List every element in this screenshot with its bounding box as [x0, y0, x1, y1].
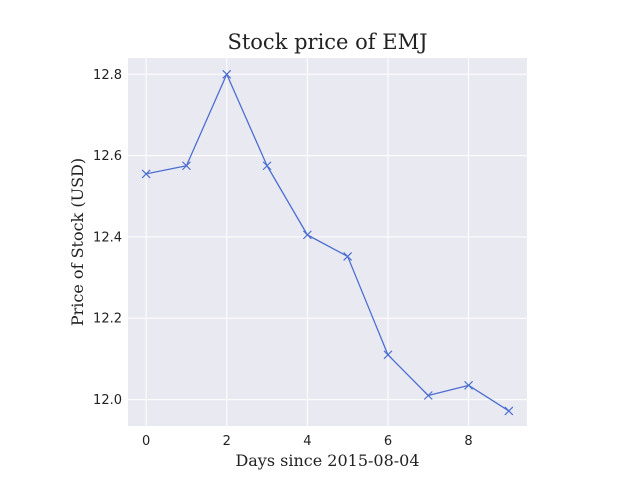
y-tick-label: 12.6	[93, 149, 122, 164]
y-tick-label: 12.0	[93, 393, 122, 408]
tick-labels: 0 2 4 6 8 12.0 12.2 12.4 12.6 12.8	[93, 68, 473, 449]
y-tick-label: 12.8	[93, 68, 122, 83]
x-tick-label: 2	[223, 434, 231, 449]
x-tick-label: 0	[142, 434, 150, 449]
x-tick-label: 6	[384, 434, 392, 449]
y-tick-label: 12.4	[93, 230, 122, 245]
x-tick-label: 8	[464, 434, 472, 449]
y-axis-label: Price of Stock (USD)	[68, 158, 87, 326]
data-point-marker	[302, 230, 312, 240]
y-tick-label: 12.2	[93, 312, 122, 327]
series-line	[146, 73, 510, 412]
data-point-marker	[182, 161, 191, 171]
data-point-marker	[222, 69, 232, 79]
grid	[128, 58, 527, 426]
x-tick-label: 4	[303, 434, 311, 449]
plot-area	[128, 58, 527, 426]
series-layer	[141, 69, 514, 416]
data-point-marker	[464, 380, 473, 390]
data-point-marker	[423, 391, 433, 400]
data-point-marker	[504, 406, 514, 416]
data-point-marker	[141, 169, 151, 179]
data-point-marker	[343, 252, 353, 261]
chart-title: Stock price of EMJ	[227, 30, 427, 54]
data-point-marker	[383, 350, 393, 360]
x-axis-label: Days since 2015-08-04	[235, 451, 419, 470]
data-point-marker	[262, 161, 272, 171]
